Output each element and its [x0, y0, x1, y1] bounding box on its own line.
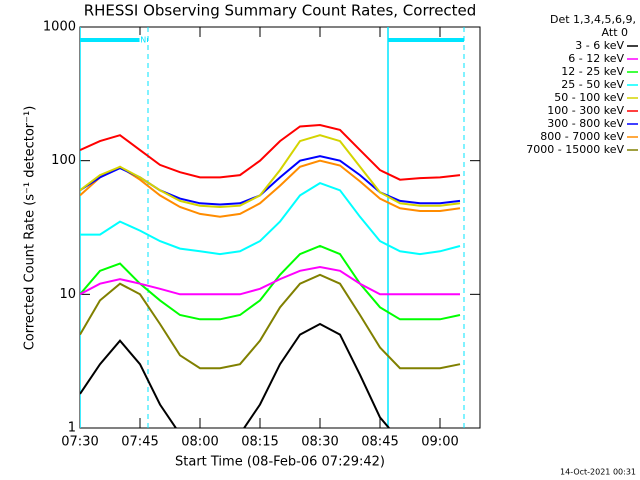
series-line [80, 134, 461, 209]
x-tick-label: 07:45 [121, 435, 158, 450]
legend-label: 3 - 6 keV [575, 39, 624, 52]
x-tick-label: 08:30 [301, 435, 338, 450]
series-line [80, 273, 461, 370]
y-tick-label: 100 [51, 153, 76, 168]
legend-label: 6 - 12 keV [568, 52, 624, 65]
legend-label: 7000 - 15000 keV [526, 143, 624, 156]
series-line [80, 123, 461, 181]
legend-header: Det 1,3,4,5,6,9, [550, 13, 636, 26]
legend-label: 800 - 7000 keV [540, 130, 624, 143]
legend-label: 100 - 300 keV [547, 104, 624, 117]
x-tick-label: 08:00 [181, 435, 218, 450]
legend-label: 25 - 50 keV [561, 78, 624, 91]
series-line [80, 322, 391, 428]
series-line [80, 159, 461, 218]
series-line [80, 181, 461, 256]
x-tick-label: 09:00 [421, 435, 458, 450]
legend-label: 12 - 25 keV [561, 65, 624, 78]
y-axis-label: Corrected Count Rate (s⁻¹ detector⁻¹) [23, 106, 38, 351]
plot-area [80, 27, 465, 428]
x-axis-label: Start Time (08-Feb-06 07:29:42) [175, 455, 385, 470]
flag-label: N [140, 35, 146, 44]
series-line [80, 244, 461, 321]
chart-title: RHESSI Observing Summary Count Rates, Co… [84, 2, 477, 20]
legend-label: 300 - 800 keV [547, 117, 624, 130]
x-tick-label: 08:45 [361, 435, 398, 450]
x-tick-label: 07:30 [61, 435, 98, 450]
legend-label: 50 - 100 keV [554, 91, 624, 104]
series-line [80, 265, 460, 296]
x-tick-label: 08:15 [241, 435, 278, 450]
y-tick-label: 1 [68, 421, 76, 436]
y-tick-label: 10 [59, 287, 76, 302]
legend-header: Att 0 [602, 26, 628, 39]
footer: 14-Oct-2021 00:31 [560, 468, 636, 477]
y-tick-label: 1000 [43, 20, 76, 35]
